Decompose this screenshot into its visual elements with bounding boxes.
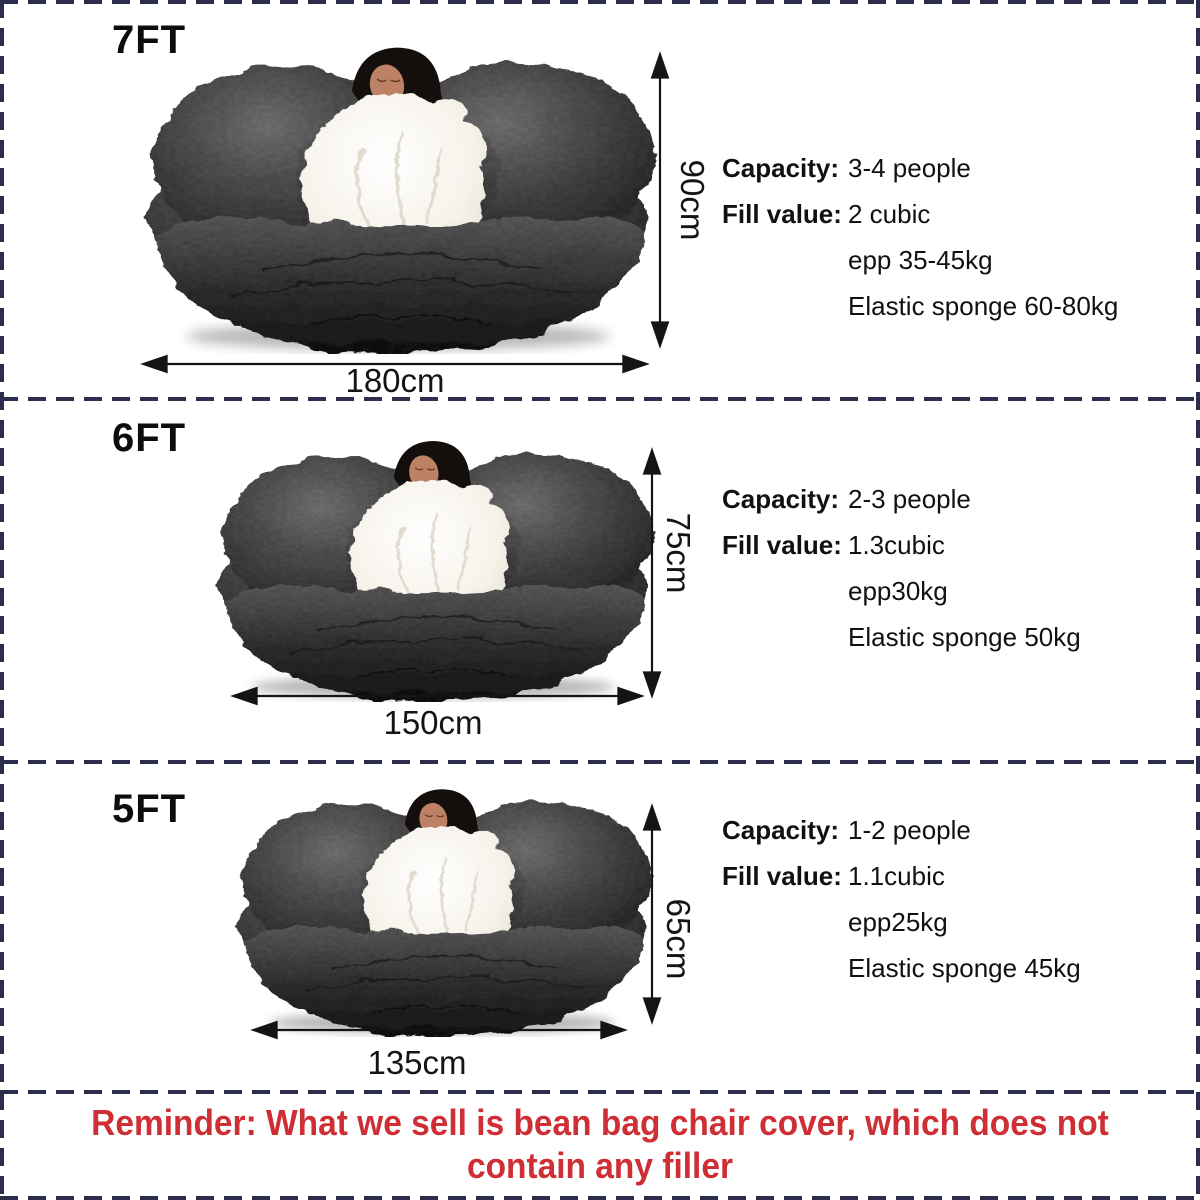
dashed-border-left bbox=[0, 0, 4, 1200]
fill-epp-row: epp25kg bbox=[722, 899, 1081, 945]
fill-value-label: Fill value: bbox=[722, 198, 842, 229]
width-dimension-arrow bbox=[250, 1020, 628, 1040]
fill-epp-row: epp 35-45kg bbox=[722, 237, 1118, 283]
dashed-separator-2 bbox=[0, 760, 1200, 764]
width-dimension-label: 150cm bbox=[383, 704, 483, 741]
dashed-separator-1 bbox=[0, 397, 1200, 401]
size-panel-7ft: 7FT 90cm 180cm Capacity: 3-4 people Fill… bbox=[0, 0, 1200, 398]
size-label: 7FT bbox=[112, 18, 187, 62]
dashed-separator-3 bbox=[0, 1090, 1200, 1094]
capacity-row: Capacity: 2-3 people bbox=[722, 476, 1081, 522]
height-dimension-label: 65cm bbox=[660, 898, 697, 980]
fill-value-row: Fill value: 2 cubic bbox=[722, 191, 1118, 237]
fill-sponge-value: Elastic sponge 60-80kg bbox=[848, 290, 1119, 321]
dashed-border-bottom bbox=[0, 1196, 1200, 1200]
fill-sponge-row: Elastic sponge 60-80kg bbox=[722, 283, 1118, 329]
capacity-label: Capacity: bbox=[722, 814, 840, 845]
capacity-value: 3-4 people bbox=[848, 152, 971, 183]
width-dimension-label: 180cm bbox=[345, 362, 445, 399]
size-label: 6FT bbox=[112, 416, 187, 460]
height-dimension-arrow bbox=[642, 803, 662, 1025]
fill-value-row: Fill value: 1.1cubic bbox=[722, 853, 1081, 899]
fill-sponge-value: Elastic sponge 50kg bbox=[848, 621, 1081, 652]
fill-sponge-value: Elastic sponge 45kg bbox=[848, 952, 1081, 983]
capacity-label: Capacity: bbox=[722, 483, 840, 514]
fill-epp-value: epp 35-45kg bbox=[848, 244, 993, 275]
bean-bag-photo bbox=[140, 30, 660, 354]
fill-value: 1.3cubic bbox=[848, 529, 945, 560]
fill-value-label: Fill value: bbox=[722, 860, 842, 891]
fill-epp-value: epp25kg bbox=[848, 906, 948, 937]
width-dimension-arrow bbox=[230, 686, 645, 706]
reminder-text: Reminder: What we sell is bean bag chair… bbox=[91, 1101, 1109, 1186]
capacity-row: Capacity: 1-2 people bbox=[722, 807, 1081, 853]
fill-epp-row: epp30kg bbox=[722, 568, 1081, 614]
dashed-border-top bbox=[0, 0, 1200, 4]
height-dimension-label: 75cm bbox=[660, 512, 697, 594]
fill-value-row: Fill value: 1.3cubic bbox=[722, 522, 1081, 568]
size-label: 5FT bbox=[112, 787, 187, 831]
height-dimension-label: 90cm bbox=[674, 159, 711, 241]
specs-5ft: Capacity: 1-2 people Fill value: 1.1cubi… bbox=[722, 807, 1081, 991]
fill-epp-value: epp30kg bbox=[848, 575, 948, 606]
fill-sponge-row: Elastic sponge 45kg bbox=[722, 945, 1081, 991]
fill-value: 1.1cubic bbox=[848, 860, 945, 891]
size-panel-6ft: 6FT 75cm 150cm Capacity: 2-3 people Fill… bbox=[0, 400, 1200, 760]
fill-value-label: Fill value: bbox=[722, 529, 842, 560]
height-dimension-arrow bbox=[650, 51, 670, 349]
specs-7ft: Capacity: 3-4 people Fill value: 2 cubic… bbox=[722, 145, 1118, 329]
fill-sponge-row: Elastic sponge 50kg bbox=[722, 614, 1081, 660]
height-dimension-arrow bbox=[642, 447, 662, 699]
bean-bag-photo bbox=[232, 775, 656, 1037]
size-panel-5ft: 5FT 65cm 135cm Capacity: 1-2 people Fill… bbox=[0, 763, 1200, 1090]
bean-bag-photo bbox=[212, 426, 658, 702]
width-dimension-arrow bbox=[140, 354, 650, 374]
capacity-label: Capacity: bbox=[722, 152, 840, 183]
dashed-border-right bbox=[1196, 0, 1200, 1200]
fill-value: 2 cubic bbox=[848, 198, 931, 229]
capacity-row: Capacity: 3-4 people bbox=[722, 145, 1118, 191]
reminder-banner: Reminder: What we sell is bean bag chair… bbox=[10, 1096, 1190, 1192]
width-dimension-label: 135cm bbox=[367, 1044, 467, 1081]
capacity-value: 1-2 people bbox=[848, 814, 971, 845]
capacity-value: 2-3 people bbox=[848, 483, 971, 514]
specs-6ft: Capacity: 2-3 people Fill value: 1.3cubi… bbox=[722, 476, 1081, 660]
